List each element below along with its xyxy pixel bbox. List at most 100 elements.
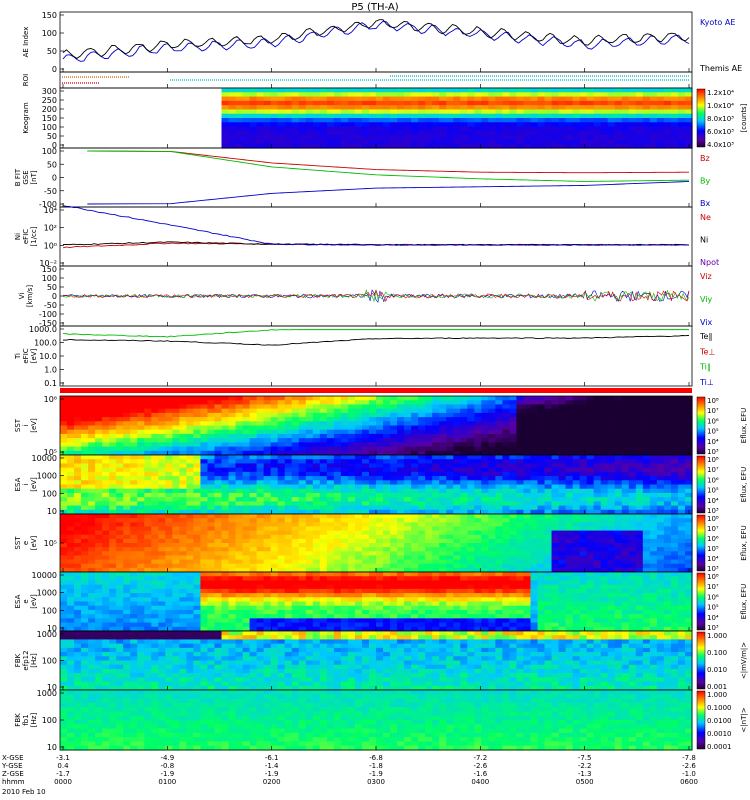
spectrogram-cell xyxy=(305,425,314,431)
spectrogram-cell xyxy=(663,400,672,406)
spectrogram-cell xyxy=(572,113,581,119)
spectrogram-cell xyxy=(207,505,216,511)
spectrogram-cell xyxy=(319,514,328,519)
spectrogram-cell xyxy=(558,555,567,561)
spectrogram-cell xyxy=(383,96,391,102)
spectrogram-cell xyxy=(495,518,503,523)
spectrogram-cell xyxy=(74,563,82,569)
spectrogram-cell xyxy=(207,543,216,548)
spectrogram-cell xyxy=(333,455,342,460)
spectrogram-cell xyxy=(523,492,532,498)
spectrogram-cell xyxy=(235,547,244,552)
spectrogram-cell xyxy=(523,442,532,448)
spectrogram-cell xyxy=(642,126,651,132)
spectrogram-cell xyxy=(193,538,202,544)
spectrogram-cell xyxy=(628,547,637,552)
spectrogram-cell xyxy=(642,433,651,439)
spectrogram-cell xyxy=(516,518,525,523)
spectrogram-cell xyxy=(383,505,391,511)
spectrogram-cell xyxy=(509,417,518,422)
spectrogram-cell xyxy=(397,547,405,552)
spectrogram-cell xyxy=(558,143,567,149)
spectrogram-cell xyxy=(390,559,398,565)
spectrogram-cell xyxy=(390,118,398,123)
spectrogram-cell xyxy=(74,438,82,443)
spectrogram-cell xyxy=(67,446,75,452)
spectrogram-cell xyxy=(172,480,180,486)
spectrogram-cell xyxy=(179,497,187,502)
spectrogram-cell xyxy=(495,463,503,469)
spectrogram-cell xyxy=(432,126,440,132)
spectrogram-cell xyxy=(432,530,440,536)
spectrogram-cell xyxy=(144,514,152,519)
spectrogram-cell xyxy=(291,139,300,145)
spectrogram-cell xyxy=(144,518,152,523)
spectrogram-cell xyxy=(516,463,525,469)
spectrogram-cell xyxy=(67,572,75,577)
spectrogram-cell xyxy=(439,471,447,477)
spectrogram-cell xyxy=(481,567,489,573)
spectrogram-cell xyxy=(200,518,209,523)
spectrogram-cell xyxy=(333,480,342,486)
spectrogram-cell xyxy=(425,534,433,540)
spectrogram-cell xyxy=(60,576,68,582)
spectrogram-cell xyxy=(326,547,335,552)
spectrogram-cell xyxy=(95,518,103,523)
spectrogram-cell xyxy=(481,396,489,401)
spectrogram-cell xyxy=(172,526,180,532)
spectrogram-cell xyxy=(228,135,237,141)
spectrogram-cell xyxy=(263,139,272,145)
spectrogram-cell xyxy=(390,505,398,511)
spectrogram-cell xyxy=(404,538,412,544)
spectrogram-cell xyxy=(256,518,265,523)
spectrogram-cell xyxy=(670,522,679,528)
spectrogram-cell xyxy=(397,467,405,473)
spectrogram-cell xyxy=(340,88,349,93)
spectrogram-cell xyxy=(102,471,110,477)
spectrogram-cell xyxy=(446,88,454,93)
spectrogram-cell xyxy=(242,567,251,573)
spectrogram-cell xyxy=(488,408,496,414)
spectrogram-cell xyxy=(670,484,679,490)
spectrogram-cell xyxy=(628,471,637,477)
spectrogram-cell xyxy=(670,122,679,128)
spectrogram-cell xyxy=(298,396,307,401)
spectrogram-cell xyxy=(565,543,574,548)
spectrogram-cell xyxy=(411,551,419,557)
spectrogram-cell xyxy=(179,438,187,443)
spectrogram-cell xyxy=(663,105,672,111)
spectrogram-cell xyxy=(151,408,159,414)
spectrogram-cell xyxy=(312,113,321,119)
spectrogram-cell xyxy=(537,135,546,141)
spectrogram-cell xyxy=(551,139,560,145)
spectrogram-cell xyxy=(347,488,356,494)
spectrogram-cell xyxy=(663,547,672,552)
spectrogram-cell xyxy=(376,135,384,141)
spectrogram-cell xyxy=(453,559,461,565)
spectrogram-cell xyxy=(579,446,588,452)
spectrogram-cell xyxy=(432,547,440,552)
spectrogram-cell xyxy=(670,559,679,565)
spectrogram-cell xyxy=(523,484,532,490)
spectrogram-cell xyxy=(207,471,216,477)
spectrogram-cell xyxy=(361,501,370,507)
spectrogram-cell xyxy=(621,505,630,511)
spectrogram-cell xyxy=(270,143,279,149)
spectrogram-cell xyxy=(446,109,454,115)
spectrogram-cell xyxy=(649,400,658,406)
spectrogram-cell xyxy=(642,118,651,123)
spectrogram-cell xyxy=(368,400,377,406)
spectrogram-cell xyxy=(235,130,244,136)
spectrogram-cell xyxy=(376,501,384,507)
spectrogram-cell xyxy=(298,92,307,98)
spectrogram-cell xyxy=(607,522,616,528)
spectrogram-cell xyxy=(102,408,110,414)
spectrogram-cell xyxy=(523,522,532,528)
spectrogram-cell xyxy=(663,135,672,141)
spectrogram-cell xyxy=(404,109,412,115)
spectrogram-cell xyxy=(263,425,272,431)
spectrogram-cell xyxy=(354,105,363,111)
spectrogram-cell xyxy=(284,122,293,128)
spectrogram-cell xyxy=(677,446,686,452)
